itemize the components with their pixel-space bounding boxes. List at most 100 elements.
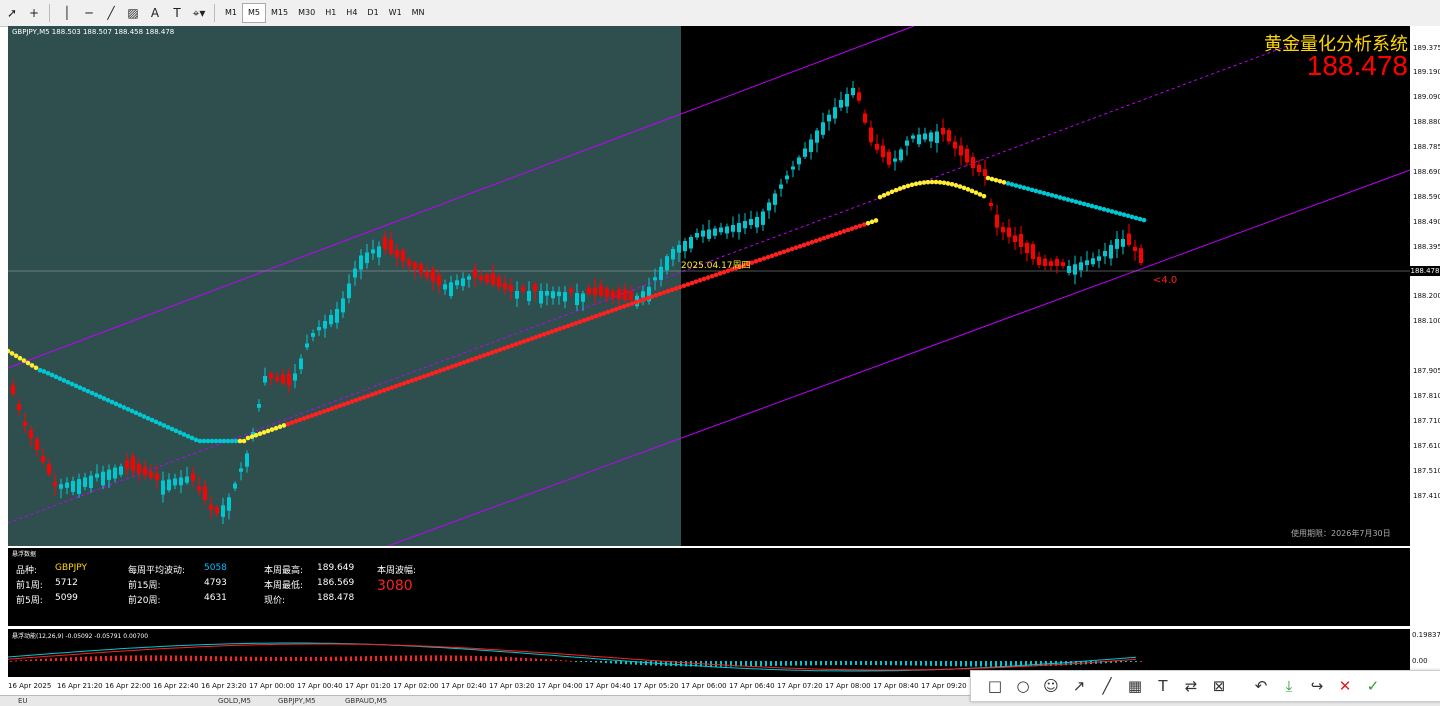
ma-dot: [665, 288, 671, 294]
candle-body: [1001, 226, 1005, 233]
undo-icon[interactable]: ↶: [1254, 677, 1268, 695]
timeframe-h1[interactable]: H1: [325, 8, 337, 17]
ma-dot: [325, 407, 331, 413]
arrow-icon[interactable]: ↗: [1072, 677, 1086, 695]
ma-dot: [317, 410, 323, 416]
oscillator-panel[interactable]: [8, 629, 1410, 677]
rectangle-icon[interactable]: □: [987, 677, 1003, 695]
candle-body: [1049, 261, 1053, 266]
circle-icon[interactable]: ○: [1016, 677, 1030, 695]
candle-body: [887, 151, 891, 165]
ma-dot: [769, 253, 775, 259]
horizontal-line-icon[interactable]: ─: [85, 6, 93, 20]
ma-dot: [765, 254, 771, 260]
ma-dot: [413, 376, 419, 382]
candle-body: [371, 249, 375, 254]
ma-dot: [441, 367, 447, 372]
save-icon[interactable]: ⤓: [1285, 677, 1293, 695]
text-tool-icon[interactable]: T: [1158, 677, 1168, 695]
candle-body: [551, 291, 555, 299]
histogram-bar: [175, 655, 177, 661]
ma-dot: [1085, 202, 1091, 208]
histogram-bar: [545, 659, 547, 661]
crosshair-icon[interactable]: +: [28, 6, 40, 20]
close-icon[interactable]: ✕: [1338, 677, 1352, 695]
price-tick: 188.395: [1413, 243, 1440, 251]
share-icon[interactable]: ↪: [1310, 677, 1324, 695]
ma-dot: [41, 369, 47, 374]
text-icon[interactable]: A: [150, 6, 160, 20]
timeframe-mn[interactable]: MN: [411, 8, 425, 17]
stat-prev5-value: 5099: [55, 593, 78, 603]
stat-current-label: 现价:: [264, 596, 286, 606]
histogram-bar: [25, 659, 27, 661]
chart-tab[interactable]: GBPJPY,M5: [278, 697, 316, 705]
histogram-bar: [30, 659, 32, 661]
histogram-bar: [135, 655, 137, 661]
line-icon[interactable]: ╱: [1102, 677, 1112, 695]
ma-dot: [941, 180, 947, 186]
candle-body: [41, 456, 45, 462]
timeframe-m30[interactable]: M30: [298, 8, 316, 17]
candle-body: [251, 432, 255, 436]
ocr-icon[interactable]: ⊠: [1212, 677, 1226, 695]
main-chart[interactable]: 2025.04.17周四 <4.0: [8, 26, 1410, 546]
confirm-icon[interactable]: ✓: [1366, 677, 1380, 695]
ma-dot: [793, 245, 799, 250]
cursor-icon[interactable]: ➚: [6, 6, 18, 20]
trendline-icon[interactable]: ╱: [107, 6, 115, 20]
ma-dot: [837, 230, 843, 236]
ma-dot: [713, 272, 719, 278]
histogram-bar: [1140, 660, 1142, 662]
histogram-bar: [690, 661, 692, 667]
ma-dot: [813, 238, 819, 244]
ma-dot: [777, 250, 783, 256]
ma-dot: [489, 350, 495, 355]
histogram-bar: [590, 661, 592, 663]
histogram-bar: [420, 655, 422, 661]
candle-body: [47, 464, 51, 474]
histogram-bar: [275, 656, 277, 661]
timeframe-d1[interactable]: D1: [367, 8, 379, 17]
timeframe-w1[interactable]: W1: [388, 8, 402, 17]
histogram-bar: [430, 655, 432, 661]
ma-dot: [89, 390, 95, 396]
candle-body: [935, 131, 939, 143]
ma-dot: [253, 432, 259, 438]
chart-tab[interactable]: GOLD,M5: [218, 697, 251, 705]
ma-dot: [861, 222, 867, 227]
candle-body: [743, 221, 747, 229]
candle-body: [845, 94, 849, 107]
price-axis[interactable]: 189.375 189.190 189.090 188.880 188.785 188.6…: [1410, 26, 1440, 634]
histogram-bar: [1040, 661, 1042, 667]
label-icon[interactable]: T: [173, 6, 181, 20]
channel-icon[interactable]: ▨: [127, 6, 139, 20]
ma-dot: [369, 392, 375, 397]
timeframe-h4[interactable]: H4: [346, 8, 358, 17]
ma-dot: [157, 421, 163, 426]
candle-body: [1097, 256, 1101, 261]
timeframe-m1[interactable]: M1: [225, 8, 237, 17]
mosaic-icon[interactable]: ▦: [1127, 677, 1143, 695]
chart-tab[interactable]: GBPAUD,M5: [345, 697, 388, 705]
candle-body: [827, 114, 831, 122]
candle-body: [281, 374, 285, 384]
main-toolbar: ➚ + │ ─ ╱ ▨ A T ⌖▾ M1 M5 M15 M30 H1 H4 D1 W1 MN: [0, 0, 1440, 27]
histogram-bar: [925, 661, 927, 666]
stat-prev1-label: 前1周:: [16, 581, 43, 591]
ma-dot: [1109, 209, 1115, 214]
timeframe-m15[interactable]: M15: [271, 8, 289, 17]
ma-dot: [853, 224, 859, 230]
histogram-bar: [645, 661, 647, 666]
ma-dot: [385, 386, 391, 392]
chart-tab[interactable]: EU: [18, 697, 28, 705]
translate-icon[interactable]: ⇄: [1184, 677, 1198, 695]
timeframe-m5[interactable]: M5: [242, 3, 266, 23]
ma-dot: [37, 367, 43, 373]
histogram-bar: [1005, 661, 1007, 667]
vertical-line-icon[interactable]: │: [63, 6, 71, 20]
ma-dot: [465, 358, 471, 364]
emoji-icon[interactable]: ☺: [1043, 677, 1059, 695]
shapes-dropdown-icon[interactable]: ⌖▾: [192, 5, 206, 20]
ma-dot: [353, 397, 359, 403]
